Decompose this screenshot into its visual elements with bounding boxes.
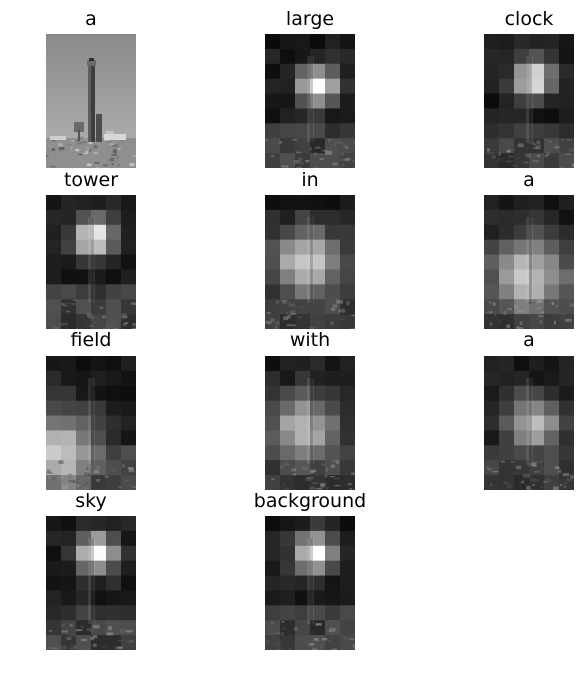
attention-map	[265, 516, 355, 650]
heatmap-graphic	[265, 516, 355, 650]
attention-map	[46, 195, 136, 329]
original-image	[46, 34, 136, 168]
panel-title: tower	[63, 169, 119, 191]
panel-title: a	[523, 329, 535, 351]
heatmap-graphic	[265, 356, 355, 490]
heatmap-graphic	[484, 195, 574, 329]
photo-graphic	[46, 34, 136, 168]
panel-title: a	[523, 169, 535, 191]
heatmap-graphic	[265, 195, 355, 329]
attention-map	[484, 195, 574, 329]
heatmap-graphic	[46, 195, 136, 329]
heatmap-graphic	[484, 34, 574, 168]
heatmap-graphic	[46, 356, 136, 490]
panel-title: in	[301, 169, 319, 191]
attention-map	[484, 34, 574, 168]
panel-title: a	[85, 8, 97, 30]
attention-map	[265, 195, 355, 329]
attention-map	[46, 516, 136, 650]
heatmap-graphic	[484, 356, 574, 490]
heatmap-graphic	[265, 34, 355, 168]
attention-map	[265, 356, 355, 490]
panel-title: sky	[75, 490, 107, 512]
heatmap-graphic	[46, 516, 136, 650]
attention-map	[484, 356, 574, 490]
attention-map	[46, 356, 136, 490]
panel-title: with	[289, 329, 331, 351]
attention-map	[265, 34, 355, 168]
panel-title: clock	[504, 8, 554, 30]
panel-title: large	[285, 8, 335, 30]
panel-title: field	[70, 329, 112, 351]
panel-title: background	[253, 490, 367, 512]
